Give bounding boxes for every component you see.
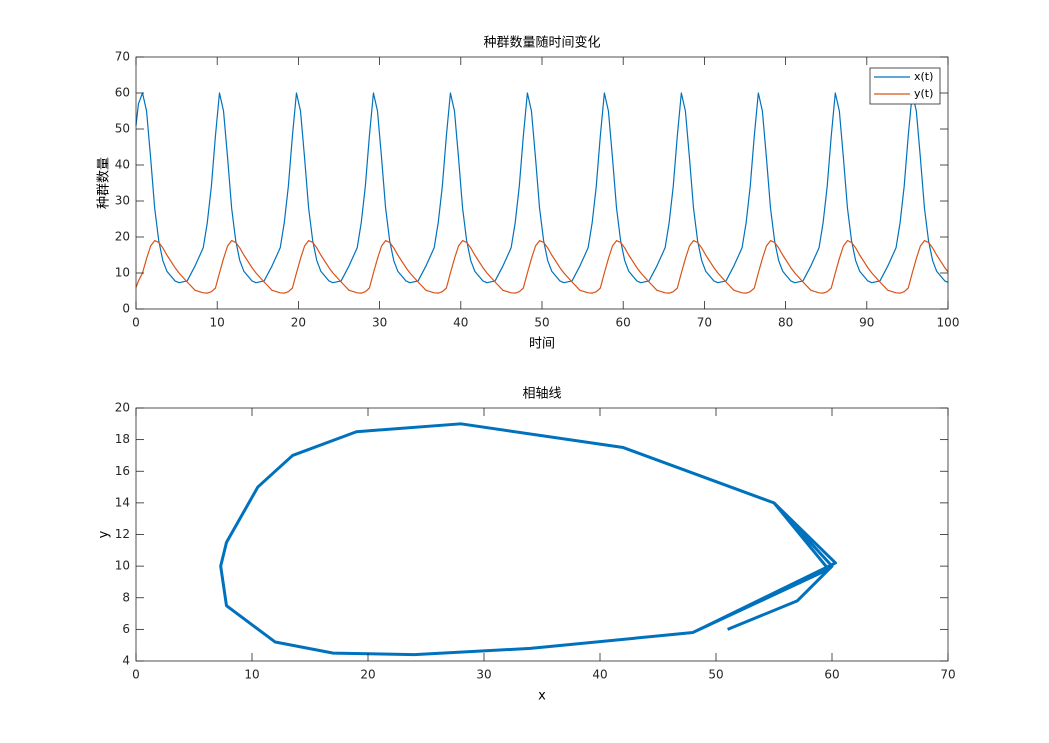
legend-label: x(t) xyxy=(914,70,933,83)
y-axis-label: 种群数量 xyxy=(97,157,112,209)
y-tick-label: 60 xyxy=(115,86,130,100)
x-tick-label: 20 xyxy=(291,316,306,330)
legend-box xyxy=(869,67,941,105)
y-tick-label: 14 xyxy=(115,495,130,509)
data-line xyxy=(135,92,949,284)
y-tick-label: 70 xyxy=(115,50,130,64)
y-tick-label: 20 xyxy=(115,230,130,244)
y-tick-label: 6 xyxy=(122,622,130,636)
y-tick-label: 12 xyxy=(115,527,130,541)
x-tick-label: 80 xyxy=(778,316,793,330)
x-tick-label: 20 xyxy=(360,668,375,682)
x-tick-label: 10 xyxy=(210,316,225,330)
x-tick-label: 30 xyxy=(476,668,491,682)
x-tick-label: 60 xyxy=(824,668,839,682)
y-tick-label: 40 xyxy=(115,158,130,172)
x-tick-label: 40 xyxy=(592,668,607,682)
y-tick-label: 16 xyxy=(115,464,130,478)
x-tick-label: 0 xyxy=(132,668,140,682)
x-tick-label: 60 xyxy=(616,316,631,330)
y-tick-label: 8 xyxy=(122,590,130,604)
legend-label: y(t) xyxy=(914,87,933,100)
x-tick-label: 50 xyxy=(534,316,549,330)
y-axis-label: y xyxy=(97,530,112,538)
data-line xyxy=(135,240,949,294)
y-tick-label: 50 xyxy=(115,122,130,136)
x-tick-label: 70 xyxy=(697,316,712,330)
x-axis-label: 时间 xyxy=(529,337,555,352)
x-axis-label: x xyxy=(538,689,546,704)
y-tick-label: 4 xyxy=(122,654,130,668)
x-tick-label: 10 xyxy=(244,668,259,682)
x-tick-label: 40 xyxy=(453,316,468,330)
x-tick-label: 30 xyxy=(372,316,387,330)
y-tick-label: 18 xyxy=(115,432,130,446)
chart-title: 种群数量随时间变化 xyxy=(483,35,600,51)
data-line xyxy=(219,422,837,657)
x-tick-label: 0 xyxy=(132,316,140,330)
chart-title: 相轴线 xyxy=(522,387,561,402)
x-tick-label: 90 xyxy=(859,316,874,330)
y-tick-label: 0 xyxy=(122,302,130,316)
x-tick-label: 50 xyxy=(708,668,723,682)
y-tick-label: 10 xyxy=(115,266,130,280)
y-tick-label: 30 xyxy=(115,194,130,208)
x-tick-label: 70 xyxy=(940,668,955,682)
y-tick-label: 10 xyxy=(115,559,130,573)
y-tick-label: 20 xyxy=(115,401,130,415)
x-tick-label: 100 xyxy=(937,316,960,330)
